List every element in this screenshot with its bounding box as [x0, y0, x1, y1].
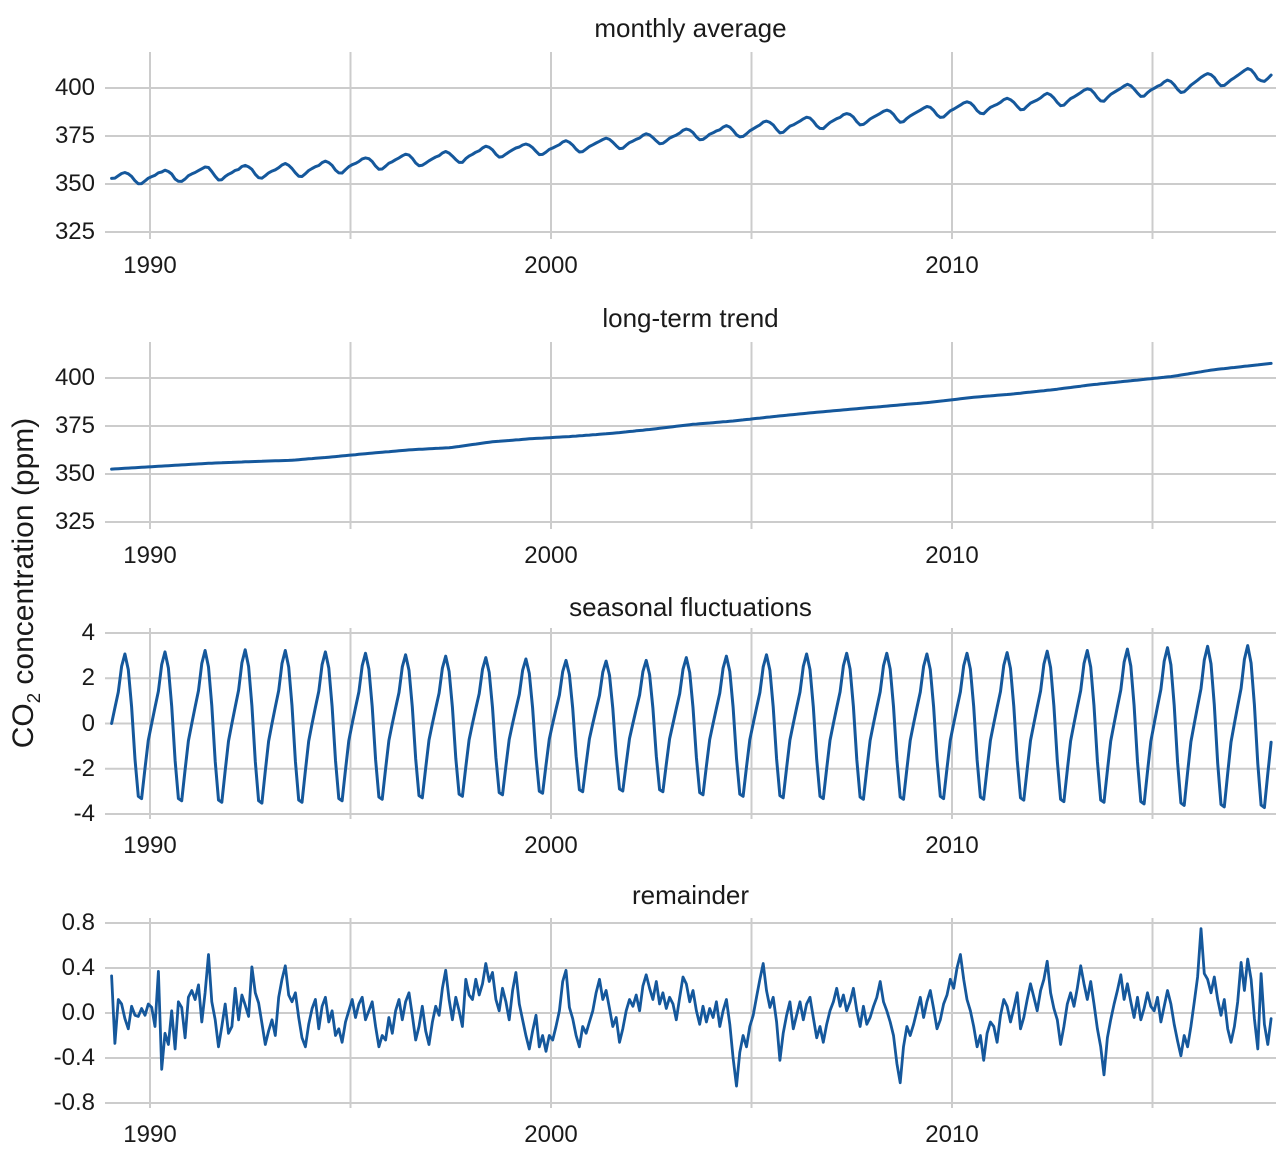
ytick-label: 350	[54, 170, 95, 197]
ytick-label: 350	[54, 460, 95, 487]
series-line-monthly	[110, 67, 1273, 186]
ytick-label: 375	[54, 412, 95, 439]
ytick-label: 0.0	[61, 999, 95, 1026]
xtick-label-2010: 2010	[925, 832, 979, 859]
ytick-label: -4	[73, 800, 95, 828]
xtick-label-2000: 2000	[524, 1121, 578, 1148]
ytick-label: 4	[81, 618, 95, 646]
panel-1	[105, 52, 1276, 239]
ytick-label: 325	[54, 508, 95, 535]
panel-title-seasonal-fluctuations: seasonal fluctuations	[569, 592, 812, 622]
ytick-label: -0.8	[53, 1089, 95, 1116]
panel-title-long-term-trend: long-term trend	[602, 303, 779, 333]
ytick-label: 400	[54, 74, 95, 101]
xtick-label-1990: 1990	[123, 832, 177, 859]
y-axis-label-subscript: 2	[23, 692, 44, 704]
xtick-label-2000: 2000	[524, 542, 578, 569]
xtick-label-2010: 2010	[925, 252, 979, 279]
panel-3	[105, 628, 1276, 819]
ytick-label: 375	[54, 122, 95, 149]
xtick-label-1990: 1990	[123, 252, 177, 279]
ytick-label: 0.8	[61, 909, 95, 936]
xtick-label-1990: 1990	[123, 542, 177, 569]
ytick-label: -0.4	[53, 1044, 95, 1071]
panel-title-remainder: remainder	[631, 880, 750, 910]
xtick-label-2010: 2010	[925, 542, 979, 569]
ytick-label: 400	[54, 364, 95, 391]
ytick-label: 0	[81, 709, 95, 737]
series-line-seasonal	[110, 644, 1273, 810]
xtick-label-1990: 1990	[123, 1121, 177, 1148]
ytick-label: 0.4	[61, 954, 95, 981]
ytick-label: -2	[73, 754, 95, 782]
ytick-label: 325	[54, 218, 95, 245]
xtick-label-2000: 2000	[524, 832, 578, 859]
ytick-label: 2	[81, 664, 95, 692]
xtick-label-2000: 2000	[524, 252, 578, 279]
xtick-label-2010: 2010	[925, 1121, 979, 1148]
series-line-trend	[110, 361, 1273, 471]
panel-4	[105, 918, 1276, 1108]
panel-title-monthly-average: monthly average	[594, 13, 787, 43]
series-line-remainder	[110, 927, 1273, 1088]
panel-2	[105, 342, 1276, 529]
